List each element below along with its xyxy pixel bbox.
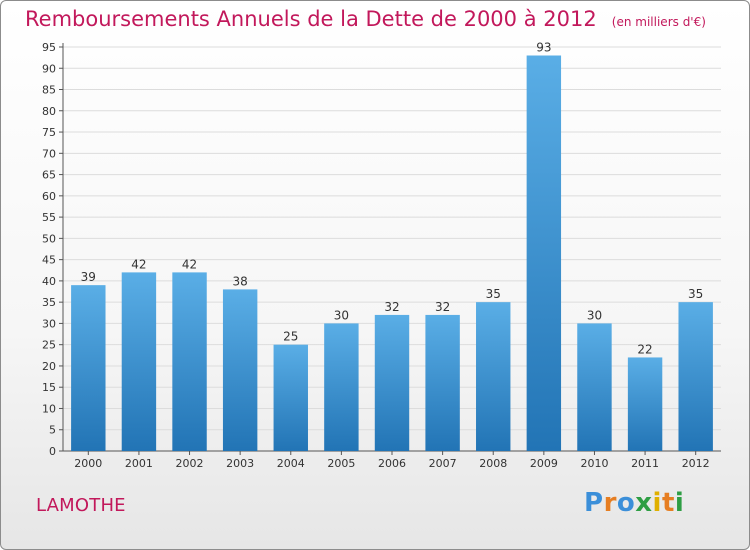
data-label: 32 (384, 300, 399, 314)
y-tick-label: 60 (42, 190, 56, 203)
x-tick-label: 2003 (226, 457, 254, 470)
logo-letter: i (652, 488, 662, 518)
data-label: 32 (435, 300, 450, 314)
x-tick-label: 2009 (530, 457, 558, 470)
y-tick-label: 5 (49, 424, 56, 437)
x-tick-label: 2004 (277, 457, 305, 470)
data-label: 30 (334, 308, 349, 322)
y-tick-label: 35 (42, 296, 56, 309)
y-tick-label: 45 (42, 254, 56, 267)
y-tick-label: 0 (49, 445, 56, 458)
bar-2004 (273, 344, 308, 451)
y-tick-label: 55 (42, 211, 56, 224)
data-label: 35 (486, 287, 501, 301)
y-tick-label: 70 (42, 147, 56, 160)
bar-2009 (526, 55, 562, 452)
y-tick-label: 90 (42, 62, 56, 75)
y-tick-label: 20 (42, 360, 56, 373)
data-label: 30 (587, 308, 602, 322)
x-tick-label: 2000 (74, 457, 102, 470)
chart-title: Remboursements Annuels de la Dette de 20… (25, 7, 597, 31)
bar-2001 (121, 272, 157, 451)
data-label: 39 (81, 270, 96, 284)
data-label: 22 (637, 342, 652, 356)
data-label: 93 (536, 41, 551, 55)
y-tick-label: 15 (42, 381, 56, 394)
y-tick-label: 65 (42, 169, 56, 182)
y-tick-label: 80 (42, 105, 56, 118)
x-tick-label: 2007 (429, 457, 457, 470)
logo-letter: x (635, 488, 653, 518)
proxiti-logo: Proxiti (584, 488, 684, 518)
y-tick-label: 75 (42, 126, 56, 139)
x-tick-label: 2011 (631, 457, 659, 470)
bar-2011 (627, 357, 663, 451)
x-tick-label: 2010 (580, 457, 608, 470)
x-tick-label: 2008 (479, 457, 507, 470)
title-row: Remboursements Annuels de la Dette de 20… (25, 7, 706, 31)
bar-2010 (577, 323, 612, 451)
bar-2002 (172, 272, 207, 451)
x-tick-label: 2005 (327, 457, 355, 470)
logo-letter: o (616, 488, 636, 518)
data-label: 38 (233, 274, 248, 288)
bar-2007 (425, 314, 460, 451)
y-tick-label: 10 (42, 402, 56, 415)
chart-unit: (en milliers d'€) (611, 15, 706, 29)
logo-letter: i (674, 488, 685, 518)
data-label: 42 (182, 257, 197, 271)
y-tick-label: 40 (42, 275, 56, 288)
y-tick-label: 30 (42, 317, 56, 330)
y-tick-label: 50 (42, 232, 56, 245)
data-label: 35 (688, 287, 703, 301)
data-label: 42 (131, 257, 146, 271)
bar-2003 (222, 289, 258, 451)
commune-name: LAMOTHE (36, 495, 126, 516)
x-tick-label: 2012 (682, 457, 710, 470)
x-tick-label: 2002 (176, 457, 204, 470)
data-label: 25 (283, 330, 298, 344)
bar-2012 (678, 302, 713, 451)
y-tick-label: 95 (42, 41, 56, 54)
x-tick-label: 2006 (378, 457, 406, 470)
bar-2000 (71, 285, 106, 451)
logo-letter: r (603, 488, 617, 518)
logo-letter: t (661, 488, 675, 518)
y-tick-label: 85 (42, 84, 56, 97)
bar-2008 (476, 302, 511, 451)
bar-2005 (324, 323, 359, 451)
bar-2006 (374, 314, 410, 451)
y-tick-label: 25 (42, 339, 56, 352)
x-tick-label: 2001 (125, 457, 153, 470)
logo-letter: P (584, 488, 604, 518)
